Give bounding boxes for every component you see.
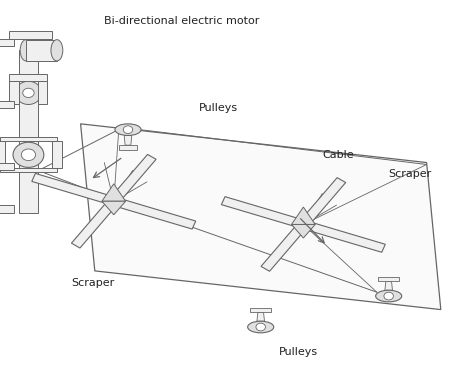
Ellipse shape bbox=[51, 40, 63, 61]
Polygon shape bbox=[26, 40, 57, 61]
Circle shape bbox=[23, 88, 34, 98]
Polygon shape bbox=[52, 141, 62, 168]
Text: Scraper: Scraper bbox=[389, 169, 432, 179]
Polygon shape bbox=[0, 205, 14, 213]
Polygon shape bbox=[72, 154, 156, 248]
Text: Pulleys: Pulleys bbox=[279, 347, 318, 357]
Polygon shape bbox=[0, 101, 14, 108]
Polygon shape bbox=[19, 50, 38, 213]
Polygon shape bbox=[0, 141, 5, 168]
Ellipse shape bbox=[20, 40, 32, 61]
Polygon shape bbox=[38, 81, 47, 104]
Polygon shape bbox=[292, 224, 315, 238]
Polygon shape bbox=[0, 39, 14, 46]
Text: Scraper: Scraper bbox=[71, 277, 114, 288]
Polygon shape bbox=[385, 281, 392, 290]
Ellipse shape bbox=[15, 81, 42, 104]
Polygon shape bbox=[9, 74, 47, 81]
Polygon shape bbox=[9, 81, 19, 104]
Polygon shape bbox=[124, 135, 132, 145]
Circle shape bbox=[256, 323, 265, 331]
Polygon shape bbox=[261, 178, 346, 271]
Ellipse shape bbox=[13, 142, 44, 167]
Ellipse shape bbox=[375, 290, 401, 302]
Text: Cable: Cable bbox=[322, 150, 354, 160]
Polygon shape bbox=[102, 201, 126, 215]
Polygon shape bbox=[102, 184, 126, 201]
Polygon shape bbox=[118, 145, 137, 150]
Circle shape bbox=[384, 292, 393, 300]
Polygon shape bbox=[257, 312, 264, 321]
Polygon shape bbox=[221, 197, 385, 252]
Circle shape bbox=[21, 149, 36, 161]
Text: Pulleys: Pulleys bbox=[199, 103, 238, 113]
Polygon shape bbox=[9, 31, 52, 39]
Polygon shape bbox=[32, 173, 196, 229]
Polygon shape bbox=[0, 163, 14, 170]
Polygon shape bbox=[0, 168, 57, 172]
Polygon shape bbox=[378, 277, 399, 281]
Polygon shape bbox=[250, 308, 271, 312]
Circle shape bbox=[123, 126, 133, 134]
Ellipse shape bbox=[248, 321, 274, 333]
Polygon shape bbox=[0, 137, 57, 141]
Ellipse shape bbox=[115, 124, 141, 135]
Text: Bi-directional electric motor: Bi-directional electric motor bbox=[104, 16, 260, 26]
Polygon shape bbox=[81, 124, 441, 310]
Polygon shape bbox=[292, 207, 315, 224]
